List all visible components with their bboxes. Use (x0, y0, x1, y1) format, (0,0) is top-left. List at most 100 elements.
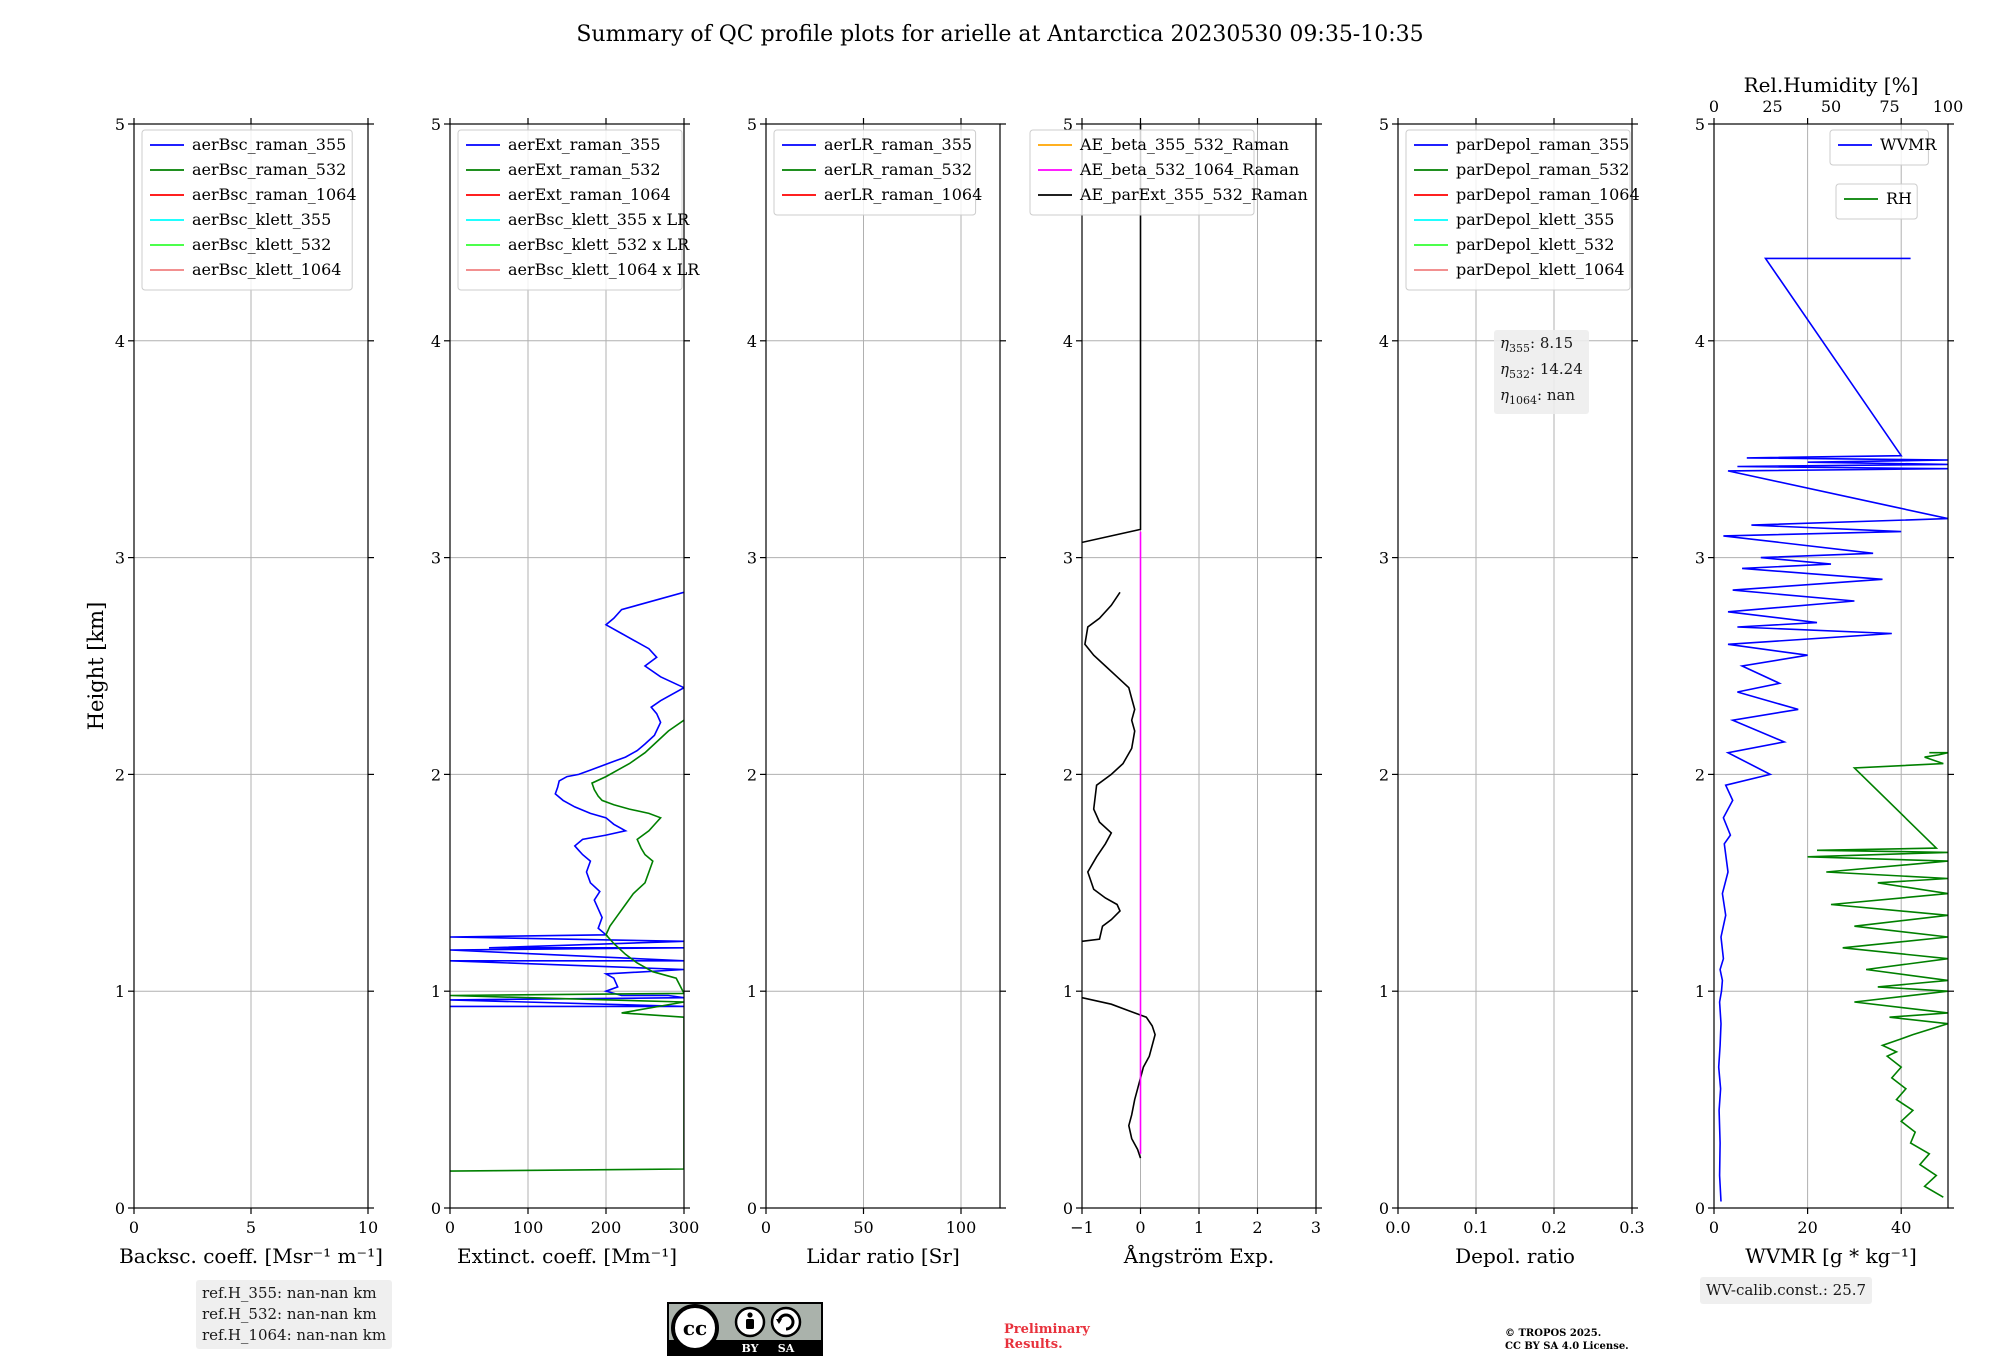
by-person-body (746, 1319, 754, 1329)
legend-label: aerBsc_raman_1064 (192, 185, 357, 204)
legend-frame (141, 129, 353, 291)
xtick-label: 0.2 (1541, 1218, 1566, 1237)
xtick-label: 0 (761, 1218, 771, 1237)
legend-label: parDepol_raman_1064 (1456, 185, 1640, 204)
ytick-label: 5 (1379, 115, 1389, 134)
ytick-label: 0 (1695, 1199, 1705, 1218)
xtick-label: 300 (669, 1218, 700, 1237)
legend-frame (1835, 183, 1918, 220)
series-line-AE_parExt_355_532_Raman (1082, 591, 1136, 943)
xtick-label: 20 (1797, 1218, 1817, 1237)
legend-frame (457, 129, 683, 291)
legend-label: AE_beta_355_532_Raman (1079, 135, 1289, 154)
ytick-label: 2 (115, 765, 125, 784)
ytick-label: 1 (1695, 982, 1705, 1001)
depol-eta-box: η355: 8.15 η532: 14.24 η1064: nan (1494, 330, 1589, 414)
xtick-label: 1 (1194, 1218, 1204, 1237)
preliminary-results-note: Preliminary Results. (1004, 1322, 1090, 1352)
ytick-label: 4 (1063, 332, 1073, 351)
legend-label: parDepol_klett_532 (1456, 235, 1614, 254)
xaxis-label: Backsc. coeff. [Msr⁻¹ m⁻¹] (119, 1244, 383, 1268)
legend-ae: AE_beta_355_532_Raman AE_beta_532_1064_Ra… (1029, 129, 1308, 216)
top-xtick-label: 75 (1879, 97, 1899, 116)
xtick-label: 0.3 (1619, 1218, 1644, 1237)
legend-label: aerLR_raman_532 (824, 160, 972, 179)
figure-title: Summary of QC profile plots for arielle … (576, 22, 1424, 47)
series-line-AE_parExt_355_532_Raman (1082, 996, 1156, 1159)
legend-label: aerExt_raman_532 (508, 160, 661, 179)
by-person-head (747, 1312, 753, 1318)
ytick-label: 1 (747, 982, 757, 1001)
ytick-label: 4 (431, 332, 441, 351)
legend-label: aerLR_raman_355 (824, 135, 972, 154)
axes-frame (1713, 123, 1949, 1209)
legend-wvmr: WVMR (1829, 129, 1937, 166)
legend-label: aerBsc_klett_1064 (192, 260, 341, 279)
ytick-label: 0 (431, 1199, 441, 1218)
ytick-label: 4 (115, 332, 125, 351)
ytick-label: 1 (431, 982, 441, 1001)
series-line-AE_parExt_355_532_Raman (1082, 124, 1142, 544)
legend-label: aerBsc_klett_1064 x LR (508, 260, 700, 279)
series-line-RH (1807, 751, 1948, 1198)
axes-frame (449, 123, 685, 1209)
legend-label: parDepol_raman_355 (1456, 135, 1629, 154)
legend-label: parDepol_klett_355 (1456, 210, 1614, 229)
xaxis-label: WVMR [g * kg⁻¹] (1745, 1244, 1917, 1268)
xtick-label: 40 (1891, 1218, 1911, 1237)
yaxis-label: Height [km] (84, 602, 108, 731)
legend-label: aerLR_raman_1064 (824, 185, 982, 204)
top-xtick-label: 100 (1933, 97, 1964, 116)
cc-badge-top-label: cc (683, 1316, 707, 1340)
panel-depol: 0 1 2 3 4 5 0.0 0.1 0.2 0.3 Depol. ratio parDepol_r… (1379, 115, 1645, 1268)
xtick-label: 100 (513, 1218, 544, 1237)
copyright-note: © TROPOS 2025. CC BY SA 4.0 License. (1505, 1328, 1629, 1352)
top-xaxis-label: Rel.Humidity [%] (1744, 73, 1919, 97)
ytick-label: 3 (115, 549, 125, 568)
sa-arrow-arc (777, 1313, 795, 1331)
ytick-label: 5 (1695, 115, 1705, 134)
ytick-label: 2 (1379, 765, 1389, 784)
legend-label: WVMR (1880, 135, 1937, 154)
ytick-label: 0 (115, 1199, 125, 1218)
legend-label: RH (1886, 189, 1912, 208)
ytick-label: 5 (431, 115, 441, 134)
xaxis-label: Ångström Exp. (1123, 1243, 1274, 1268)
cc-circle-icon (671, 1304, 719, 1352)
xtick-label: 2 (1252, 1218, 1262, 1237)
xaxis-label: Lidar ratio [Sr] (806, 1244, 960, 1268)
panel-bsc: 0 1 2 3 4 5 0 5 10 Backsc. coeff. [Msr⁻¹ m⁻¹] aerB… (115, 115, 383, 1268)
ytick-label: 1 (1379, 982, 1389, 1001)
ytick-label: 2 (1695, 765, 1705, 784)
xtick-label: 5 (246, 1218, 256, 1237)
series-group (1082, 124, 1156, 1159)
legend-label: AE_beta_532_1064_Raman (1079, 160, 1299, 179)
series-line-aerExt_raman_355 (450, 591, 684, 1008)
legend-label: parDepol_klett_1064 (1456, 260, 1625, 279)
sa-share-alike-icon (770, 1306, 802, 1338)
legend-ext: aerExt_raman_355 aerExt_raman_532 aerExt_r… (457, 129, 700, 291)
legend-label: AE_parExt_355_532_Raman (1079, 185, 1308, 204)
legend-lr: aerLR_raman_355 aerLR_raman_532 aerLR_rama… (773, 129, 982, 216)
ytick-label: 4 (1695, 332, 1705, 351)
legend-label: aerBsc_raman_532 (192, 160, 346, 179)
ytick-label: 0 (1063, 1199, 1073, 1218)
ytick-label: 2 (747, 765, 757, 784)
top-xtick-label: 0 (1709, 97, 1719, 116)
ytick-label: 3 (747, 549, 757, 568)
xaxis-label: Extinct. coeff. [Mm⁻¹] (457, 1244, 677, 1268)
axes-frame (1397, 123, 1633, 1209)
series-group (450, 591, 684, 1172)
legend-frame (1405, 129, 1631, 291)
wv-calibration-box: WV-calib.const.: 25.7 (1700, 1277, 1873, 1304)
xtick-label: 0 (129, 1218, 139, 1237)
legend-frame (1029, 129, 1255, 216)
top-xtick-label: 50 (1821, 97, 1841, 116)
xtick-label: 100 (946, 1218, 977, 1237)
cc-badge-by-label: BY (742, 1342, 759, 1355)
ytick-label: 1 (1063, 982, 1073, 1001)
ytick-label: 3 (1063, 549, 1073, 568)
ytick-label: 5 (747, 115, 757, 134)
